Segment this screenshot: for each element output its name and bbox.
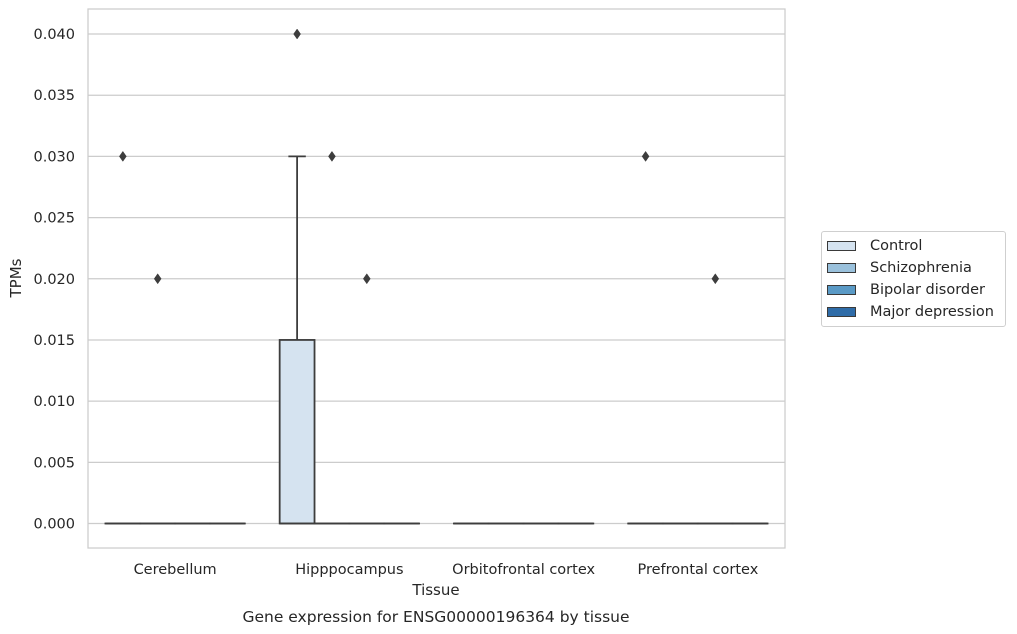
y-tick-label: 0.020 [33,272,75,288]
x-tick-label: Orbitofrontal cortex [452,562,595,578]
box-body [278,339,316,525]
legend: Control Schizophrenia Bipolar disorder M… [821,231,1006,327]
box [696,273,734,525]
box [348,273,386,525]
legend-swatch-major-depression [827,307,856,317]
y-axis-label: TPMs [7,258,25,298]
legend-label-control: Control [870,238,923,254]
outlier-point [362,273,371,285]
plot-frame [87,8,786,549]
y-tick-label: 0.005 [33,455,75,471]
x-tick-label: Prefrontal cortex [637,562,758,578]
box [313,150,351,525]
legend-swatch-control [827,241,856,251]
box [139,273,177,525]
legend-label-schizophrenia: Schizophrenia [870,260,972,276]
grid-lines [88,33,785,525]
legend-label-bipolar-disorder: Bipolar disorder [870,282,985,298]
x-tick-label: Cerebellum [134,562,217,578]
outlier-point [153,273,162,285]
legend-item-control: Control [827,236,922,256]
y-tick-label: 0.040 [33,27,75,43]
y-tick-label: 0.010 [33,394,75,410]
y-tick-label: 0.000 [33,517,75,533]
y-tick-label: 0.035 [33,88,75,104]
legend-swatch-bipolar-disorder [827,285,856,295]
legend-label-major-depression: Major depression [870,304,994,320]
legend-item-major-depression: Major depression [827,302,994,322]
x-tick-label: Hipppocampus [295,562,403,578]
box [627,150,664,525]
outlier-point [328,150,336,162]
outlier-point [293,28,301,40]
y-tick-labels: 0.000 0.005 0.010 0.015 0.020 0.025 0.030 0.035… [33,27,75,533]
chart-title: Gene expression for ENSG00000196364 by t… [242,608,629,626]
box [278,28,316,525]
y-tick-label: 0.030 [33,149,75,165]
legend-item-bipolar-disorder: Bipolar disorder [827,280,985,300]
outlier-point [641,150,650,162]
legend-item-schizophrenia: Schizophrenia [827,258,972,278]
legend-swatch-schizophrenia [827,263,856,273]
outlier-point [711,273,720,285]
x-tick-labels: Cerebellum Hipppocampus Orbitofrontal cort… [134,562,759,578]
y-tick-label: 0.025 [33,211,75,227]
y-tick-label: 0.015 [33,333,75,349]
box [104,150,142,525]
x-axis-label: Tissue [411,581,459,599]
outlier-point [119,150,127,162]
box-series [104,28,769,525]
